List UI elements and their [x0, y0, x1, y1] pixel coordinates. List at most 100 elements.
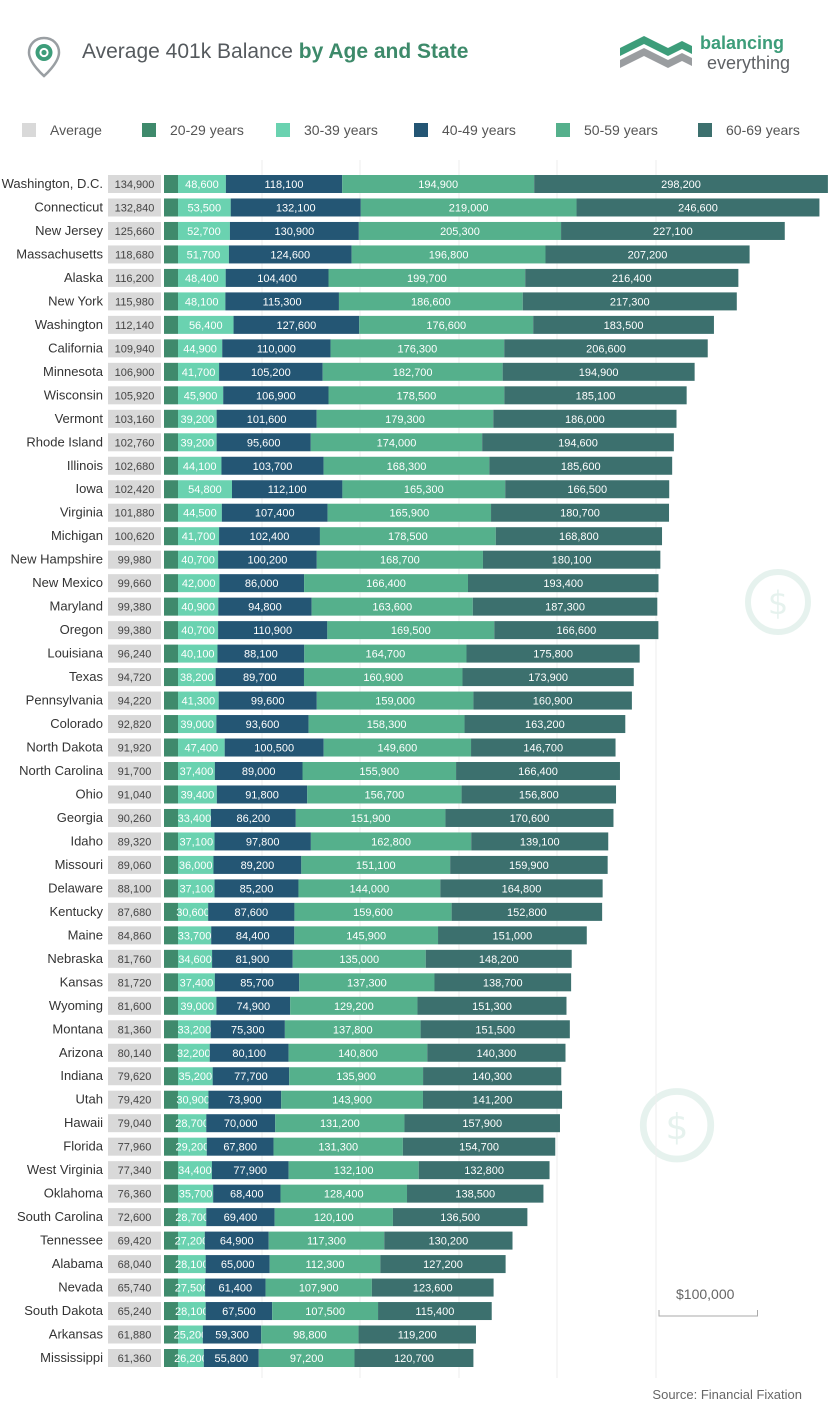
average-value: 92,820 [118, 719, 152, 731]
bar-value-label: 135,900 [336, 1071, 376, 1083]
legend-swatch [556, 123, 570, 137]
bar-segment-60-69-years [473, 691, 632, 710]
average-cell [108, 926, 161, 945]
bar-value-label: 117,300 [307, 1236, 346, 1248]
bar-value-label: 37,100 [179, 836, 213, 848]
bar-segment-20-29-years [164, 1208, 178, 1227]
source-note: Source: Financial Fixation [652, 1387, 802, 1402]
bar-value-label: 194,900 [418, 179, 458, 191]
bar-segment-30-39-years [178, 1137, 207, 1156]
bar-value-label: 33,200 [178, 1024, 212, 1036]
bar-value-label: 227,100 [653, 226, 693, 238]
average-value: 94,720 [118, 672, 152, 684]
average-value: 81,600 [118, 1001, 152, 1013]
state-label: Alabama [52, 1256, 104, 1271]
bar-segment-50-59-years [319, 527, 496, 546]
bar-value-label: 141,200 [473, 1095, 513, 1107]
bar-value-label: 193,400 [543, 578, 583, 590]
bar-value-label: 138,700 [483, 977, 523, 989]
bar-segment-50-59-years [274, 1208, 393, 1227]
bar-segment-50-59-years [327, 621, 495, 640]
bar-segment-60-69-years [434, 973, 572, 992]
bar-segment-20-29-years [164, 1020, 178, 1039]
average-cell [108, 527, 161, 546]
average-value: 61,880 [118, 1330, 152, 1342]
bar-value-label: 40,900 [181, 602, 215, 614]
average-cell [108, 808, 161, 827]
bar-segment-50-59-years [261, 1325, 359, 1344]
legend-label: Average [50, 122, 102, 138]
bar-segment-40-49-years [202, 1325, 262, 1344]
average-cell [108, 597, 161, 616]
average-value: 105,920 [115, 390, 155, 402]
state-label: Vermont [55, 411, 104, 426]
bar-segment-20-29-years [164, 996, 178, 1015]
bar-value-label: 129,200 [334, 1001, 374, 1013]
bar-value-label: 64,900 [220, 1236, 254, 1248]
bar-segment-40-49-years [219, 362, 323, 381]
bar-value-label: 77,900 [233, 1165, 267, 1177]
average-cell [108, 1067, 161, 1086]
state-label: Georgia [57, 810, 104, 825]
bar-segment-60-69-years [418, 1161, 550, 1180]
state-label: Pennsylvania [26, 693, 104, 708]
bar-value-label: 29,200 [176, 1142, 210, 1154]
bar-segment-30-39-years [178, 1161, 212, 1180]
legend-item-average: Average [22, 122, 102, 138]
state-label: Oregon [60, 622, 103, 637]
legend-swatch [22, 123, 36, 137]
bar-segment-60-69-years [534, 175, 828, 193]
bar-value-label: 173,900 [528, 672, 568, 684]
average-cell [108, 1161, 161, 1180]
bar-segment-30-39-years [178, 198, 231, 217]
bar-segment-30-39-years [178, 973, 215, 992]
average-cell [108, 621, 161, 640]
bar-segment-40-49-years [212, 1067, 290, 1086]
average-value: 91,920 [118, 743, 152, 755]
bar-value-label: 120,700 [394, 1353, 434, 1365]
average-value: 118,680 [115, 249, 154, 261]
bar-value-label: 97,200 [290, 1353, 324, 1365]
bar-segment-40-49-years [209, 1043, 289, 1062]
bar-segment-50-59-years [328, 386, 505, 405]
bar-segment-20-29-years [164, 175, 178, 193]
bar-value-label: 33,400 [178, 813, 212, 825]
bar-segment-60-69-years [440, 879, 603, 898]
bar-value-label: 199,700 [407, 273, 447, 285]
bar-segment-20-29-years [164, 1349, 178, 1367]
bar-value-label: 178,500 [388, 531, 428, 543]
bar-segment-50-59-years [299, 973, 435, 992]
bar-value-label: 38,200 [180, 672, 214, 684]
average-value: 88,100 [118, 883, 152, 895]
average-cell [108, 245, 161, 264]
bar-segment-20-29-years [164, 1114, 178, 1133]
average-cell [108, 762, 161, 780]
bar-value-label: 68,400 [230, 1189, 264, 1201]
bar-segment-30-39-years [178, 1231, 205, 1250]
average-value: 96,240 [118, 649, 152, 661]
bar-value-label: 70,000 [224, 1118, 258, 1130]
bar-value-label: 137,800 [333, 1024, 373, 1036]
money-bag-watermark-icon: $ [745, 569, 811, 635]
bar-value-label: 28,700 [175, 1212, 209, 1224]
bar-value-label: 165,300 [404, 484, 444, 496]
bar-value-label: 164,800 [502, 883, 542, 895]
average-value: 91,040 [118, 789, 152, 801]
bar-segment-50-59-years [281, 1090, 423, 1109]
bar-value-label: 185,100 [576, 390, 616, 402]
state-label: Kentucky [50, 904, 104, 919]
state-label: Massachusetts [16, 246, 103, 261]
state-label: Mississippi [40, 1350, 103, 1365]
state-label: North Carolina [19, 763, 104, 778]
bar-value-label: 84,400 [236, 930, 270, 942]
bar-value-label: 298,200 [661, 179, 701, 191]
state-label: Montana [52, 1021, 103, 1036]
average-value: 134,900 [115, 179, 155, 191]
bar-value-label: 166,500 [567, 484, 607, 496]
bar-segment-50-59-years [351, 245, 546, 264]
bar-segment-30-39-years [178, 1184, 214, 1203]
state-label: Missouri [55, 857, 104, 872]
bar-segment-50-59-years [307, 785, 462, 804]
bar-value-label: 159,900 [509, 860, 549, 872]
